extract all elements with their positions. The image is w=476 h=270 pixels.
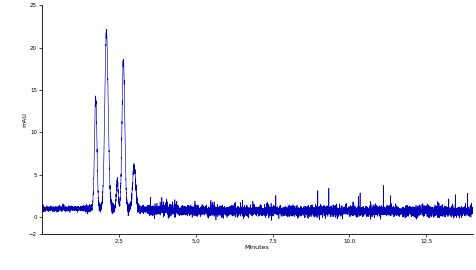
Y-axis label: mAU: mAU xyxy=(22,112,28,127)
X-axis label: Minutes: Minutes xyxy=(245,245,269,250)
